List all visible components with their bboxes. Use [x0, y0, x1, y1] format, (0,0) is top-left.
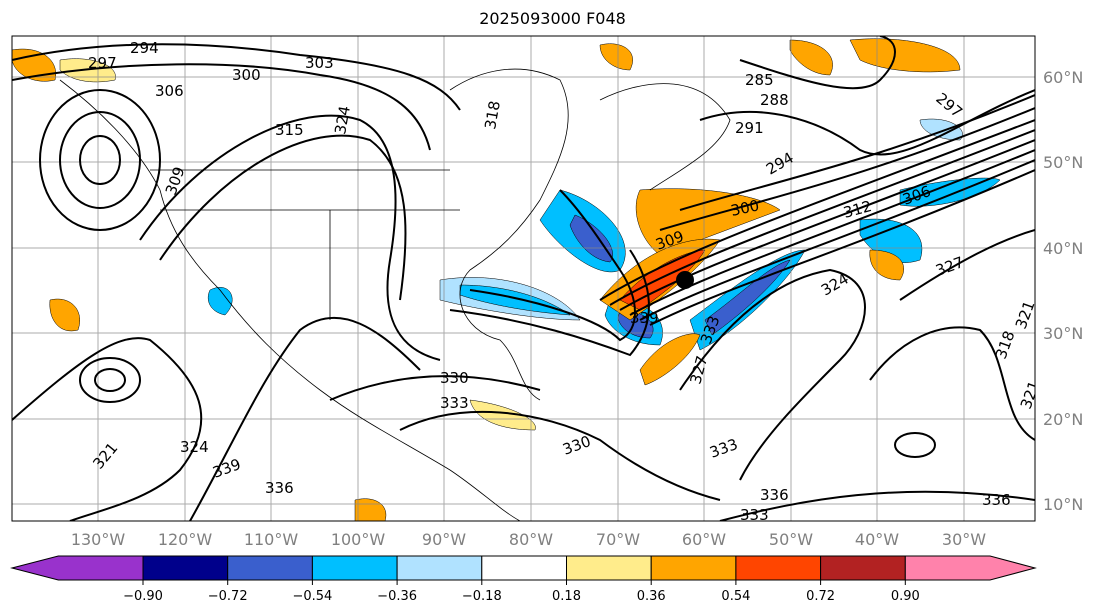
svg-text:60°W: 60°W — [682, 530, 726, 549]
colorbar-tick-label: 0.18 — [552, 589, 581, 604]
storm-center-marker — [676, 271, 694, 289]
colorbar-ticks: −0.90 −0.72 −0.54 −0.36 −0.18 0.18 0.36 0.54 0.7… — [123, 580, 920, 604]
colorbar-extend-max — [904, 555, 1037, 581]
colorbar-tick-label: 0.72 — [806, 589, 835, 604]
svg-text:100°W: 100°W — [331, 530, 386, 549]
svg-text:300: 300 — [729, 196, 761, 220]
svg-text:30°N: 30°N — [1043, 324, 1083, 343]
svg-text:80°W: 80°W — [509, 530, 553, 549]
colorbar-bin — [142, 555, 229, 581]
svg-text:336: 336 — [265, 479, 294, 497]
colorbar-bin — [396, 555, 483, 581]
svg-text:330: 330 — [440, 369, 469, 387]
svg-text:60°N: 60°N — [1043, 68, 1083, 87]
svg-text:130°W: 130°W — [71, 530, 126, 549]
colorbar-bin — [227, 555, 313, 581]
svg-text:120°W: 120°W — [158, 530, 213, 549]
contour-lines — [12, 36, 1035, 521]
graticule — [12, 36, 1035, 521]
svg-text:288: 288 — [760, 91, 789, 109]
svg-text:333: 333 — [440, 394, 469, 412]
svg-text:336: 336 — [760, 486, 789, 504]
svg-text:318: 318 — [481, 99, 504, 130]
colorbar-bin — [311, 555, 398, 581]
svg-text:306: 306 — [155, 82, 184, 100]
svg-text:70°W: 70°W — [596, 530, 640, 549]
svg-text:303: 303 — [305, 54, 334, 72]
longitude-labels: 130°W 120°W 110°W 100°W 90°W 80°W 70°W 6… — [71, 530, 986, 549]
svg-text:50°W: 50°W — [769, 530, 813, 549]
svg-text:10°N: 10°N — [1043, 495, 1083, 514]
colorbar-tick-label: 0.90 — [891, 589, 920, 604]
colorbar-bin — [481, 555, 567, 581]
contour-labels: 294 297 300 303 306 309 315 324 318 285 … — [88, 39, 1039, 524]
svg-text:30°W: 30°W — [942, 530, 986, 549]
svg-text:40°N: 40°N — [1043, 239, 1083, 258]
colorbar-bin — [650, 555, 737, 581]
colorbar — [10, 555, 1037, 581]
map-title: 2025093000 F048 — [479, 9, 626, 28]
svg-text:324: 324 — [331, 104, 354, 135]
map-frame — [11, 35, 1036, 522]
svg-text:321: 321 — [1012, 298, 1039, 331]
svg-text:50°N: 50°N — [1043, 153, 1083, 172]
colorbar-bin — [566, 555, 652, 581]
svg-text:300: 300 — [232, 66, 261, 84]
svg-text:291: 291 — [735, 119, 764, 137]
svg-text:339: 339 — [630, 309, 659, 327]
svg-text:333: 333 — [740, 506, 769, 524]
svg-text:40°W: 40°W — [855, 530, 899, 549]
svg-text:297: 297 — [88, 54, 117, 72]
colorbar-tick-label: −0.90 — [123, 589, 163, 604]
map-area: 294 297 300 303 306 309 315 324 318 285 … — [12, 36, 1039, 524]
svg-text:110°W: 110°W — [244, 530, 299, 549]
svg-text:324: 324 — [180, 438, 209, 456]
colorbar-tick-label: −0.18 — [462, 589, 502, 604]
colorbar-tick-label: −0.54 — [292, 589, 332, 604]
colorbar-tick-label: 0.54 — [721, 589, 750, 604]
svg-text:336: 336 — [982, 491, 1011, 509]
shaded-field — [12, 38, 1001, 521]
svg-text:294: 294 — [130, 39, 159, 57]
colorbar-tick-label: 0.36 — [637, 589, 666, 604]
coastlines — [59, 68, 731, 521]
svg-text:90°W: 90°W — [422, 530, 466, 549]
colorbar-tick-label: −0.72 — [208, 589, 248, 604]
svg-text:315: 315 — [275, 121, 304, 139]
svg-text:20°N: 20°N — [1043, 410, 1083, 429]
colorbar-extend-min — [10, 555, 144, 581]
colorbar-bin — [820, 555, 906, 581]
colorbar-tick-label: −0.36 — [377, 589, 417, 604]
colorbar-bin — [735, 555, 822, 581]
latitude-labels: 60°N 50°N 40°N 30°N 20°N 10°N — [1043, 68, 1083, 514]
svg-text:285: 285 — [745, 71, 774, 89]
